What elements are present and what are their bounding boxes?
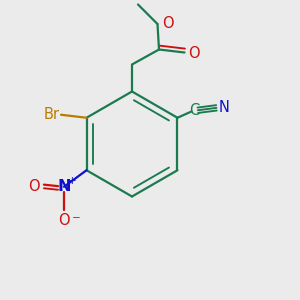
Text: N: N xyxy=(219,100,230,115)
Text: C: C xyxy=(189,103,199,118)
Text: O: O xyxy=(28,179,40,194)
Text: O: O xyxy=(58,213,70,228)
Text: −: − xyxy=(71,213,80,223)
Text: O: O xyxy=(162,16,174,32)
Text: N: N xyxy=(57,179,71,194)
Text: O: O xyxy=(188,46,200,61)
Text: +: + xyxy=(68,176,77,186)
Text: Br: Br xyxy=(44,107,59,122)
